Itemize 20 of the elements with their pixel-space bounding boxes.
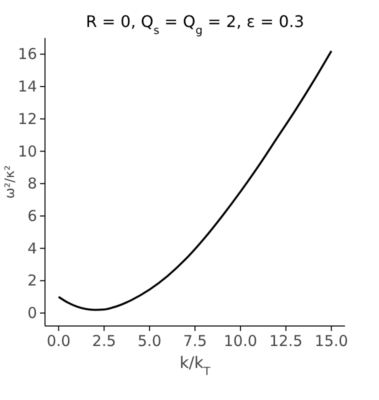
x-tick-label: 2.5 [92,332,116,350]
x-tick-label: 12.5 [269,332,303,350]
y-tick-label: 8 [27,174,37,193]
x-tick-label: 0.0 [46,332,71,350]
y-tick-label: 10 [18,142,37,160]
x-tick-label: 10.0 [224,332,258,350]
y-tick-label: 0 [27,304,37,322]
y-tick-label: 14 [18,78,37,96]
y-axis-title: ω²/κ² [3,165,18,199]
x-axis-title: k/k$_{T}$ [180,353,211,378]
y-tick-label: 2 [27,272,37,290]
y-tick-label: 6 [27,206,37,225]
y-tick-label: 12 [18,110,37,128]
line-series [58,50,332,311]
y-tick-label: 16 [18,45,37,64]
x-tick-label: 7.5 [183,332,207,350]
chart-title: R = 0, Q$_{s}$ = Q$_{g}$ = 2, ε = 0.3 [86,12,304,36]
y-tick-label: 4 [27,239,37,258]
x-tick-label: 5.0 [138,332,162,350]
x-tick-label: 15.0 [314,332,348,350]
